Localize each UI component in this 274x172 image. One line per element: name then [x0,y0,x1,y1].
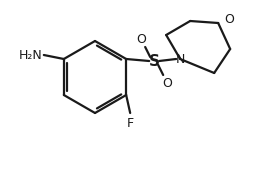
Text: N: N [175,52,185,66]
Text: O: O [136,33,146,46]
Text: F: F [127,117,134,130]
Text: H₂N: H₂N [19,49,43,62]
Text: O: O [162,77,172,89]
Text: S: S [149,53,160,68]
Text: O: O [224,13,234,25]
